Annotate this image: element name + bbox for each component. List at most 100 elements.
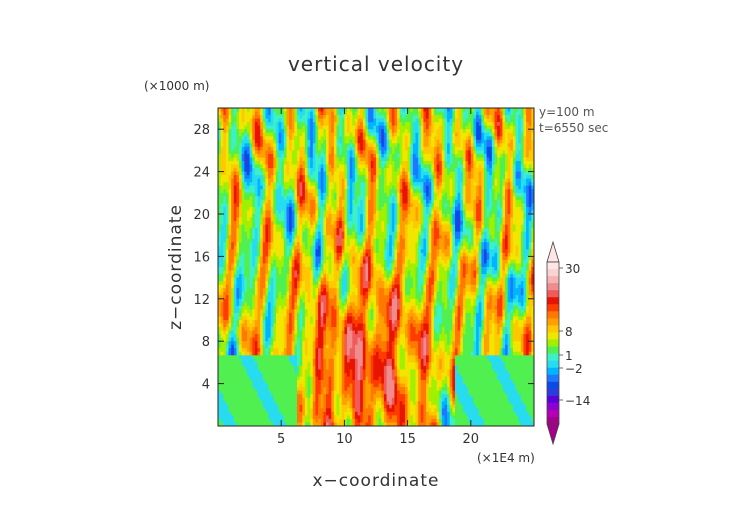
field-cell xyxy=(241,125,245,130)
field-cell xyxy=(410,161,414,165)
field-cell xyxy=(347,139,351,144)
field-cell xyxy=(441,196,445,201)
field-cell xyxy=(241,224,245,229)
field-cell xyxy=(244,199,248,204)
field-cell xyxy=(491,136,495,141)
field-cell xyxy=(457,157,461,162)
field-cell xyxy=(320,249,324,254)
field-cell xyxy=(273,139,277,144)
field-cell xyxy=(289,168,293,172)
field-cell xyxy=(433,108,437,112)
field-cell xyxy=(273,153,277,158)
field-cell xyxy=(294,228,298,233)
field-cell xyxy=(336,217,340,222)
field-cell xyxy=(447,249,451,254)
field-cell xyxy=(518,178,522,183)
field-cell xyxy=(281,214,285,218)
field-cell xyxy=(481,153,485,158)
field-cell xyxy=(462,199,466,204)
field-cell xyxy=(389,132,393,137)
field-cell xyxy=(307,210,311,215)
field-cell xyxy=(378,108,382,112)
field-cell xyxy=(491,108,495,112)
field-cell xyxy=(339,196,343,201)
field-cell xyxy=(441,206,445,211)
field-cell xyxy=(244,185,248,190)
field-cell xyxy=(378,150,382,155)
field-cell xyxy=(449,228,453,233)
field-cell xyxy=(262,210,266,215)
field-cell xyxy=(328,178,332,183)
field-cell xyxy=(252,228,256,233)
field-cell xyxy=(510,224,514,229)
field-cell xyxy=(515,217,519,222)
field-cell xyxy=(397,221,401,225)
field-cell xyxy=(299,231,303,236)
field-cell xyxy=(415,249,419,254)
field-cell xyxy=(478,221,482,225)
field-cell xyxy=(352,136,356,141)
field-cell xyxy=(333,242,337,247)
field-cell xyxy=(394,132,398,137)
field-cell xyxy=(368,189,372,194)
field-cell xyxy=(328,136,332,141)
field-cell xyxy=(462,214,466,218)
field-cell xyxy=(318,238,322,243)
field-cell xyxy=(523,118,527,123)
field-cell xyxy=(473,178,477,183)
field-cell xyxy=(349,252,353,257)
field-cell xyxy=(494,164,498,169)
field-cell xyxy=(225,192,229,197)
field-cell xyxy=(239,139,243,144)
field-cell xyxy=(281,217,285,222)
field-cell xyxy=(447,214,451,218)
field-cell xyxy=(423,122,427,127)
field-cell xyxy=(478,175,482,180)
field-cell xyxy=(362,217,366,222)
field-cell xyxy=(520,185,524,190)
field-cell xyxy=(502,164,506,169)
field-cell xyxy=(441,111,445,116)
field-cell xyxy=(231,252,235,257)
field-cell xyxy=(523,196,527,201)
field-cell xyxy=(412,203,416,208)
field-cell xyxy=(428,153,432,158)
field-cell xyxy=(368,175,372,180)
field-cell xyxy=(362,206,366,211)
field-cell xyxy=(218,178,222,183)
field-cell xyxy=(225,206,229,211)
field-cell xyxy=(523,164,527,169)
field-cell xyxy=(452,108,456,112)
field-cell xyxy=(252,196,256,201)
field-cell xyxy=(252,221,256,225)
field-cell xyxy=(455,153,459,158)
field-cell xyxy=(507,129,511,134)
field-cell xyxy=(360,196,364,201)
field-cell xyxy=(362,139,366,144)
field-cell xyxy=(286,164,290,169)
field-cell xyxy=(365,221,369,225)
field-cell xyxy=(365,175,369,180)
field-cell xyxy=(470,221,474,225)
field-cell xyxy=(283,196,287,201)
field-cell xyxy=(249,203,253,208)
field-cell xyxy=(239,189,243,194)
field-cell xyxy=(265,217,269,222)
field-cell xyxy=(323,252,327,257)
field-cell xyxy=(223,146,227,151)
field-cell xyxy=(223,143,227,148)
field-cell xyxy=(228,115,232,119)
field-cell xyxy=(328,122,332,127)
field-cell xyxy=(397,217,401,222)
field-cell xyxy=(418,139,422,144)
field-cell xyxy=(299,249,303,254)
field-cell xyxy=(394,221,398,225)
field-cell xyxy=(252,199,256,204)
field-cell xyxy=(281,161,285,165)
field-cell xyxy=(225,111,229,116)
field-cell xyxy=(507,182,511,187)
field-cell xyxy=(378,122,382,127)
field-cell xyxy=(465,238,469,243)
field-cell xyxy=(218,136,222,141)
field-cell xyxy=(449,136,453,141)
